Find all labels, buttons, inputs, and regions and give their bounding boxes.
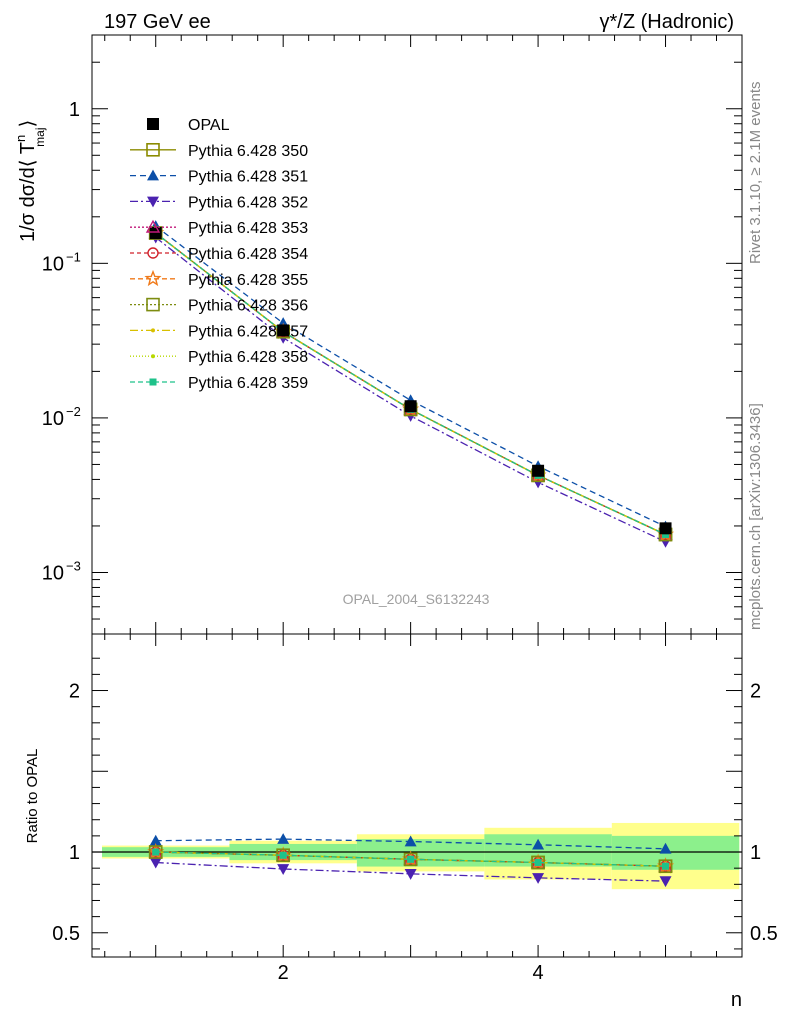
series-pythia-6-428-351 bbox=[149, 833, 672, 854]
y-tick-label: 1 bbox=[69, 99, 80, 121]
series-point bbox=[277, 864, 290, 875]
opal-data-point bbox=[404, 400, 417, 413]
legend-label: Pythia 6.428 353 bbox=[188, 220, 308, 237]
legend-entry: Pythia 6.428 350 bbox=[130, 143, 308, 160]
x-axis-label: n bbox=[731, 989, 742, 1011]
legend-label: Pythia 6.428 358 bbox=[188, 349, 308, 366]
series-point bbox=[532, 873, 545, 884]
series-point bbox=[532, 838, 545, 850]
opal-data-point bbox=[532, 464, 545, 477]
series-point bbox=[407, 855, 415, 863]
legend-label: Pythia 6.428 352 bbox=[188, 194, 308, 211]
y-tick-label-exp: −2 bbox=[66, 404, 81, 419]
y-tick-label-exp: −3 bbox=[66, 558, 81, 573]
side-text-mcplots: mcplots.cern.ch [arXiv:1306.3436] bbox=[747, 403, 764, 630]
series-point bbox=[404, 869, 417, 880]
series-line bbox=[155, 232, 666, 536]
opal-data-point bbox=[659, 522, 672, 535]
legend-marker bbox=[149, 378, 157, 386]
legend-label: Pythia 6.428 350 bbox=[188, 143, 308, 160]
header-right: γ*/Z (Hadronic) bbox=[600, 11, 734, 33]
legend-entry: Pythia 6.428 351 bbox=[130, 169, 308, 186]
main-y-axis-label: 1/σ dσ/d⟨ Tn maj⟩ bbox=[13, 120, 47, 242]
ratio-series-layer bbox=[147, 833, 675, 888]
series-line bbox=[155, 861, 666, 882]
legend-label: Pythia 6.428 359 bbox=[188, 375, 308, 392]
legend-entry: OPAL bbox=[147, 117, 230, 134]
y-tick-label: 10 bbox=[42, 408, 64, 430]
x-tick-label: 2 bbox=[278, 962, 289, 984]
legend-label: Pythia 6.428 356 bbox=[188, 298, 308, 315]
legend-entry: Pythia 6.428 352 bbox=[130, 194, 308, 211]
legend-entry: Pythia 6.428 357 bbox=[130, 323, 308, 340]
legend-label: Pythia 6.428 355 bbox=[188, 272, 308, 289]
series-pythia-6-428-359 bbox=[152, 848, 670, 870]
legend-entry: Pythia 6.428 359 bbox=[130, 375, 308, 392]
series-point bbox=[662, 531, 670, 539]
x-tick-label: 4 bbox=[533, 962, 544, 984]
legend-entry: Pythia 6.428 355 bbox=[130, 269, 308, 289]
ratio-y-tick-label-right: 1 bbox=[750, 842, 761, 864]
main-axis-ticks: 110−110−210−3 bbox=[42, 34, 742, 635]
legend-marker bbox=[146, 297, 160, 312]
ratio-y-tick-label: 2 bbox=[69, 681, 80, 703]
ratio-frame bbox=[91, 633, 743, 958]
legend-marker bbox=[146, 143, 160, 157]
ratio-uncertainty-bands bbox=[102, 822, 740, 890]
y-tick-label: 10 bbox=[42, 253, 64, 275]
series-point bbox=[277, 833, 290, 844]
series-point bbox=[404, 835, 417, 847]
series-point bbox=[662, 862, 670, 870]
legend: OPAL Pythia 6.428 350 Pythia 6.428 351 Pyth… bbox=[130, 117, 308, 392]
opal-data-point bbox=[149, 227, 162, 240]
y-tick-label: 10 bbox=[42, 562, 64, 584]
series-point bbox=[149, 834, 162, 846]
legend-entry: Pythia 6.428 356 bbox=[130, 298, 308, 315]
ratio-y-tick-label-right: 2 bbox=[750, 681, 761, 703]
series-point bbox=[659, 842, 672, 854]
y-tick-label-exp: −1 bbox=[66, 249, 81, 264]
series-line bbox=[155, 851, 666, 867]
band-green-4 bbox=[611, 835, 740, 870]
legend-marker bbox=[147, 118, 159, 130]
main-y-axis-label-sup: n bbox=[13, 135, 28, 142]
legend-label: OPAL bbox=[188, 117, 230, 134]
ratio-y-tick-label: 1 bbox=[69, 842, 80, 864]
legend-marker bbox=[147, 196, 159, 208]
series-point bbox=[149, 857, 162, 869]
legend-entry: Pythia 6.428 358 bbox=[130, 349, 308, 366]
analysis-watermark: OPAL_2004_S6132243 bbox=[343, 591, 490, 607]
legend-label: Pythia 6.428 357 bbox=[188, 323, 308, 340]
series-pythia-6-428-352 bbox=[149, 857, 672, 888]
ratio-plot-area bbox=[91, 633, 743, 958]
series-point bbox=[279, 851, 287, 859]
series-point bbox=[534, 859, 542, 867]
legend-marker bbox=[151, 354, 155, 359]
header-left: 197 GeV ee bbox=[104, 11, 211, 33]
ratio-axis-ticks: 2 4 0.5 0.5 1 1 2 2 bbox=[52, 634, 778, 984]
data-points bbox=[149, 227, 672, 535]
main-y-axis-label-base: 1/σ dσ/d⟨ T bbox=[17, 142, 39, 242]
legend-marker bbox=[147, 169, 159, 181]
legend-label: Pythia 6.428 351 bbox=[188, 169, 308, 186]
side-text-rivet: Rivet 3.1.10, ≥ 2.1M events bbox=[747, 82, 764, 265]
main-y-axis-label-close: ⟩ bbox=[17, 120, 39, 128]
band-green-2 bbox=[356, 839, 485, 867]
ratio-y-tick-label-right: 0.5 bbox=[750, 923, 778, 945]
ratio-y-tick-label: 0.5 bbox=[52, 923, 80, 945]
ratio-y-axis-label: Ratio to OPAL bbox=[24, 749, 41, 844]
series-point bbox=[659, 876, 672, 888]
opal-data-point bbox=[277, 324, 290, 337]
legend-marker bbox=[151, 328, 155, 333]
legend-marker bbox=[144, 269, 162, 287]
legend-marker bbox=[145, 219, 161, 233]
legend-label: Pythia 6.428 354 bbox=[188, 246, 308, 263]
legend-marker bbox=[147, 247, 159, 259]
legend-entry: Pythia 6.428 354 bbox=[130, 246, 308, 263]
main-y-axis-label-sub: maj bbox=[33, 127, 47, 146]
legend-entry: Pythia 6.428 353 bbox=[130, 219, 308, 237]
series-point bbox=[152, 848, 160, 856]
